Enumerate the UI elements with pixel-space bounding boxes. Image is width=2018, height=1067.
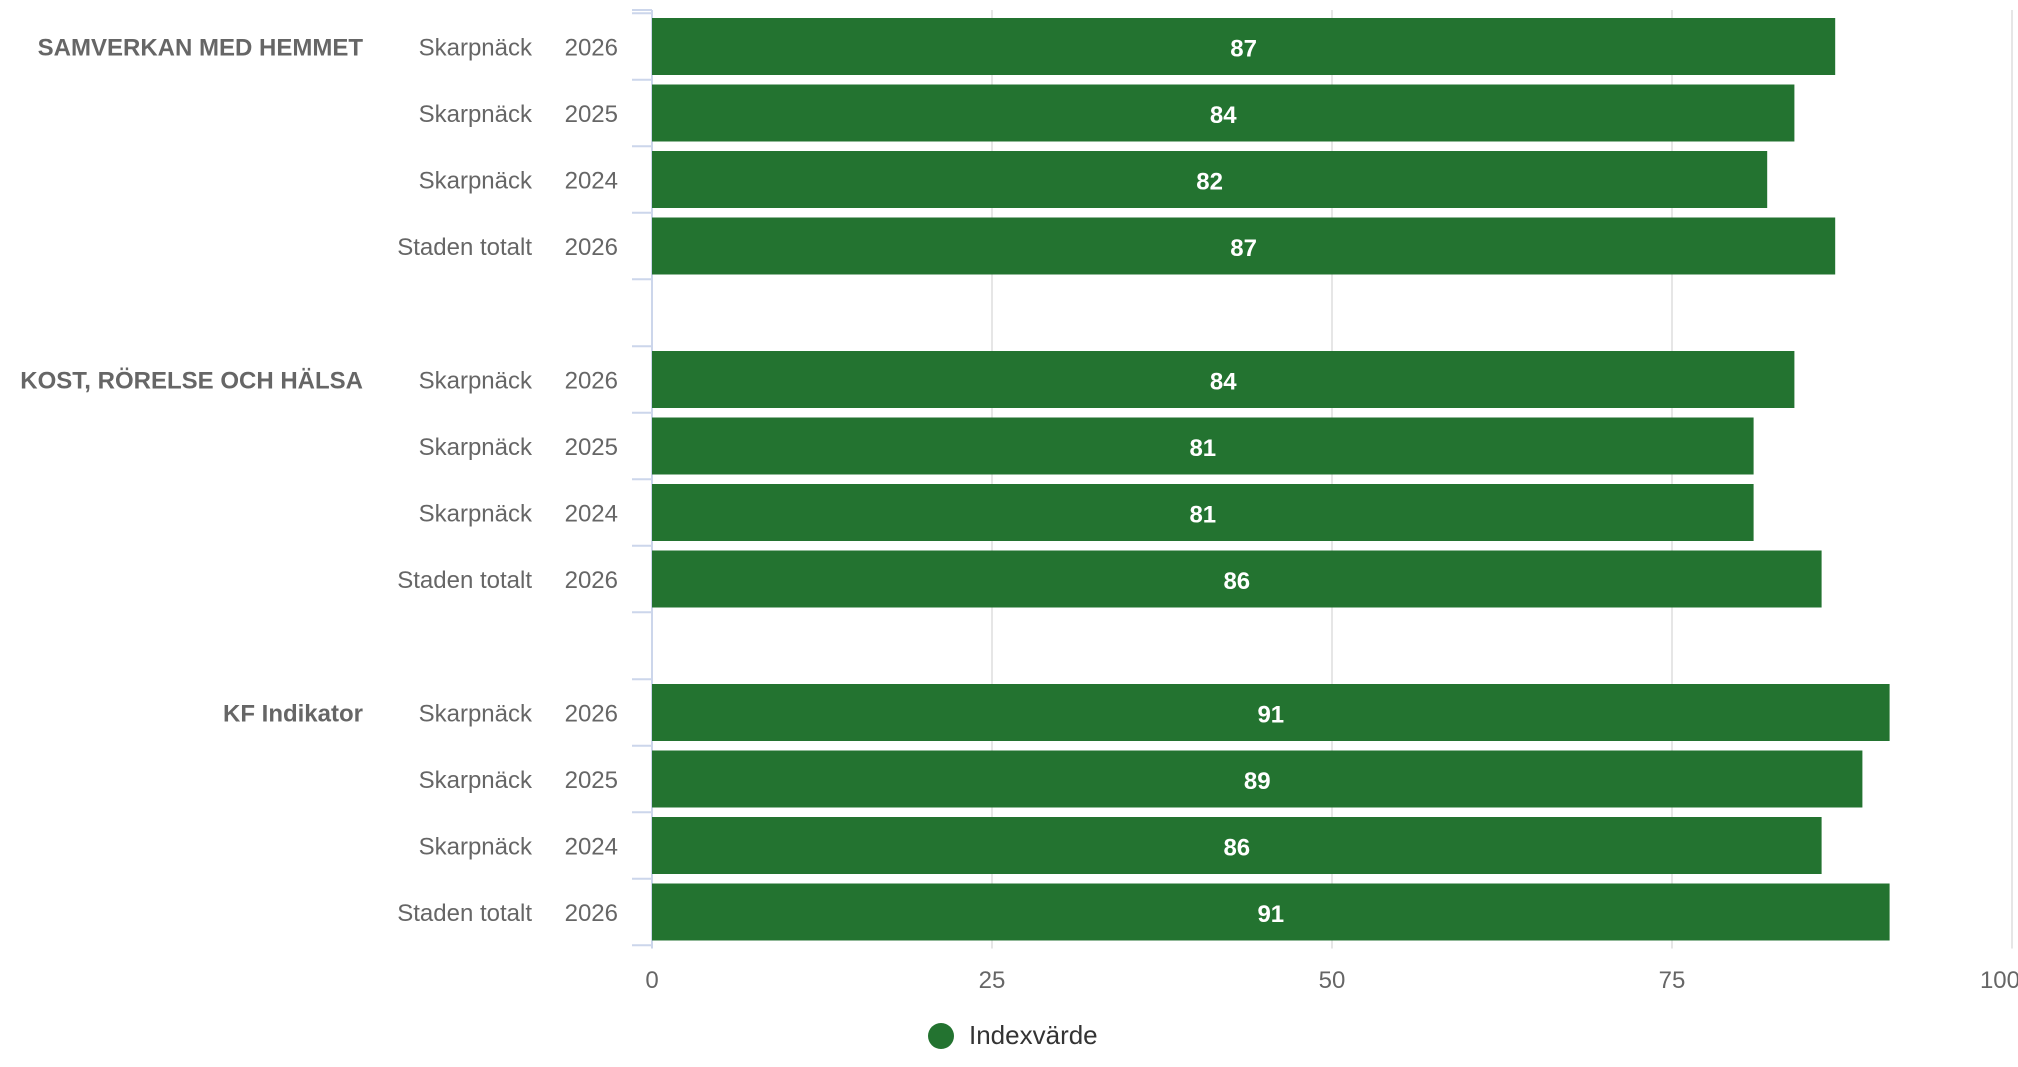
x-tick-label: 75 (1659, 967, 1686, 994)
data-label: 91 (1257, 901, 1284, 928)
bar[interactable] (652, 750, 1863, 808)
legend-label: Indexvärde (969, 1020, 1098, 1050)
data-label: 82 (1196, 169, 1223, 196)
bar[interactable] (652, 84, 1795, 142)
bar[interactable] (652, 883, 1890, 941)
bar[interactable] (652, 817, 1822, 874)
row-year-label: 2025 (565, 434, 618, 461)
category-labels: 2026 Skarpnäck SAMVERKAN MED HEMMET 2025 Ska… (20, 35, 618, 928)
row-unit-label: Skarpnäck (419, 501, 533, 528)
grid-lines (991, 10, 2013, 949)
data-label: 81 (1189, 502, 1216, 529)
data-label: 84 (1210, 369, 1237, 396)
row-unit-label: Staden totalt (397, 234, 532, 261)
legend[interactable]: Indexvärde (928, 1020, 1098, 1050)
row-year-label: 2026 (565, 567, 618, 594)
bar[interactable] (652, 550, 1822, 608)
bar[interactable] (652, 417, 1754, 475)
row-unit-label: Skarpnäck (419, 101, 533, 128)
data-label: 81 (1189, 435, 1216, 462)
data-label: 89 (1244, 768, 1271, 795)
x-tick-label: 100 (1980, 967, 2018, 994)
x-tick-label: 25 (979, 967, 1006, 994)
row-year-label: 2026 (565, 368, 618, 395)
x-tick-label: 0 (645, 967, 658, 994)
row-unit-label: Skarpnäck (419, 168, 533, 195)
row-year-label: 2024 (565, 834, 618, 861)
row-year-label: 2024 (565, 501, 618, 528)
row-unit-label: Skarpnäck (419, 35, 533, 62)
data-label: 91 (1257, 702, 1284, 729)
x-tick-label: 50 (1319, 967, 1346, 994)
row-unit-label: Staden totalt (397, 567, 532, 594)
row-year-label: 2026 (565, 701, 618, 728)
data-label: 86 (1223, 568, 1250, 595)
category-axis (632, 9, 653, 949)
x-axis-tick-labels: 0 25 50 75 100 (645, 967, 2018, 994)
bar[interactable] (652, 18, 1836, 75)
row-year-label: 2026 (565, 900, 618, 927)
row-unit-label: Skarpnäck (419, 701, 533, 728)
bar[interactable] (652, 484, 1754, 541)
row-year-label: 2025 (565, 767, 618, 794)
row-unit-label: Skarpnäck (419, 368, 533, 395)
group-label: KF Indikator (223, 701, 363, 728)
group-label: SAMVERKAN MED HEMMET (38, 35, 364, 62)
bar[interactable] (652, 151, 1768, 208)
row-year-label: 2026 (565, 234, 618, 261)
row-unit-label: Skarpnäck (419, 767, 533, 794)
row-unit-label: Skarpnäck (419, 434, 533, 461)
row-unit-label: Skarpnäck (419, 834, 533, 861)
row-year-label: 2025 (565, 101, 618, 128)
row-unit-label: Staden totalt (397, 900, 532, 927)
row-year-label: 2024 (565, 168, 618, 195)
legend-item[interactable]: Indexvärde (928, 1020, 1098, 1050)
row-year-label: 2026 (565, 35, 618, 62)
data-label: 87 (1230, 235, 1257, 262)
bar[interactable] (652, 684, 1890, 741)
data-label: 84 (1210, 102, 1237, 129)
bars: 87 84 82 87 84 81 81 86 91 89 86 91 (652, 18, 1890, 941)
data-label: 87 (1230, 36, 1257, 63)
group-label: KOST, RÖRELSE OCH HÄLSA (20, 368, 363, 395)
data-label: 86 (1223, 835, 1250, 862)
bar[interactable] (652, 217, 1836, 275)
bar[interactable] (652, 351, 1795, 408)
legend-symbol (928, 1023, 954, 1049)
